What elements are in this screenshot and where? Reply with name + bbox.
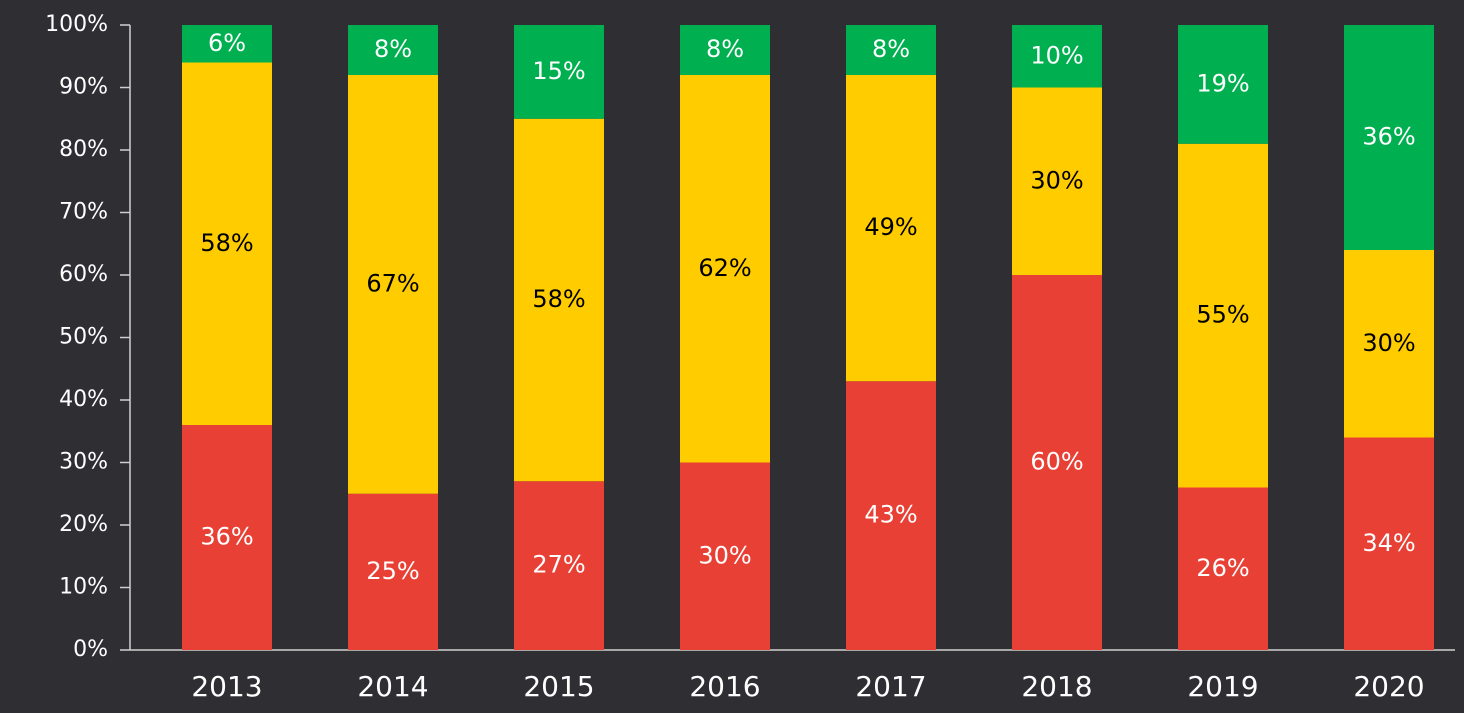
- bar-segment: [514, 25, 604, 119]
- data-label: 26%: [1196, 554, 1249, 582]
- x-tick-label: 2014: [357, 670, 428, 703]
- y-tick-label: 30%: [59, 450, 108, 475]
- data-label: 67%: [366, 269, 419, 297]
- bar-segment: [514, 118, 604, 482]
- data-label: 60%: [1030, 448, 1083, 476]
- data-label: 55%: [1196, 301, 1249, 329]
- data-label: 30%: [1362, 329, 1415, 357]
- bar-segment: [1178, 143, 1268, 488]
- data-label: 10%: [1030, 41, 1083, 69]
- data-label: 25%: [366, 557, 419, 585]
- x-tick-label: 2017: [855, 670, 926, 703]
- bar-segment: [514, 481, 604, 650]
- y-tick-label: 80%: [59, 137, 108, 162]
- data-label: 34%: [1362, 529, 1415, 557]
- bar-segment: [1178, 487, 1268, 650]
- data-label: 8%: [706, 35, 744, 63]
- bar-segment: [348, 493, 438, 650]
- data-label: 43%: [864, 501, 917, 529]
- bar-segment: [1012, 25, 1102, 88]
- data-label: 49%: [864, 213, 917, 241]
- bar-segment: [348, 75, 438, 494]
- bar-segment: [182, 25, 272, 63]
- data-label: 62%: [698, 254, 751, 282]
- x-tick-label: 2013: [191, 670, 262, 703]
- data-label: 36%: [1362, 123, 1415, 151]
- data-label: 15%: [532, 57, 585, 85]
- data-label: 8%: [872, 35, 910, 63]
- x-tick-label: 2016: [689, 670, 760, 703]
- bar-segment: [1012, 87, 1102, 275]
- data-label: 8%: [374, 35, 412, 63]
- y-tick-label: 70%: [59, 200, 108, 225]
- bar-segment: [348, 25, 438, 75]
- y-tick-label: 10%: [59, 575, 108, 600]
- y-tick-label: 0%: [73, 637, 108, 662]
- y-tick-label: 50%: [59, 325, 108, 350]
- bar-segment: [1344, 25, 1434, 250]
- bar-segment: [182, 62, 272, 425]
- bar-segment: [680, 462, 770, 650]
- bar-segment: [680, 25, 770, 75]
- bar-segment: [182, 425, 272, 650]
- bar-segment: [1344, 250, 1434, 438]
- bar-segment: [1344, 437, 1434, 650]
- bar-segment: [846, 75, 936, 382]
- x-tick-label: 2018: [1021, 670, 1092, 703]
- data-label: 6%: [208, 29, 246, 57]
- bar-segment: [680, 75, 770, 463]
- y-tick-label: 60%: [59, 262, 108, 287]
- bar-segment: [846, 381, 936, 650]
- data-label: 58%: [200, 229, 253, 257]
- bar-segment: [1178, 25, 1268, 144]
- x-tick-label: 2019: [1187, 670, 1258, 703]
- data-label: 30%: [1030, 166, 1083, 194]
- x-tick-label: 2020: [1353, 670, 1424, 703]
- data-label: 27%: [532, 551, 585, 579]
- y-tick-label: 90%: [59, 75, 108, 100]
- x-tick-label: 2015: [523, 670, 594, 703]
- data-label: 30%: [698, 541, 751, 569]
- bar-segment: [846, 25, 936, 75]
- bar-segment: [1012, 275, 1102, 650]
- data-label: 58%: [532, 285, 585, 313]
- data-label: 36%: [200, 523, 253, 551]
- y-tick-label: 40%: [59, 387, 108, 412]
- y-tick-label: 100%: [45, 12, 108, 37]
- y-tick-label: 20%: [59, 512, 108, 537]
- data-label: 19%: [1196, 69, 1249, 97]
